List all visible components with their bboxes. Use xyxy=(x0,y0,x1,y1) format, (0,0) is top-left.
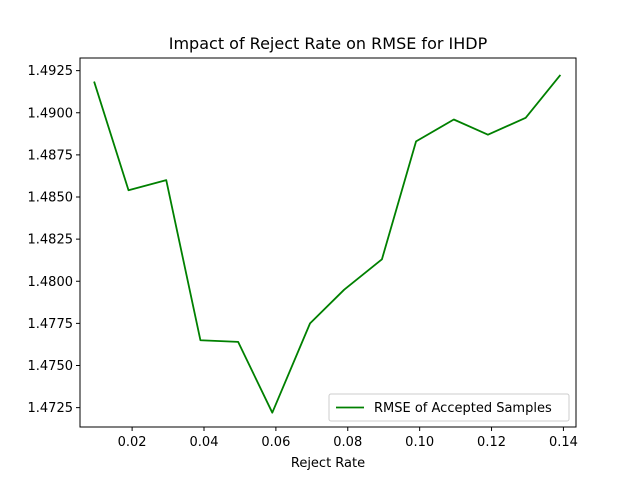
legend-label: RMSE of Accepted Samples xyxy=(374,401,552,416)
y-tick-label: 1.4925 xyxy=(28,64,74,79)
y-tick-label: 1.4725 xyxy=(28,401,74,416)
x-tick-label: 0.12 xyxy=(477,435,506,450)
x-tick-label: 0.02 xyxy=(118,435,147,450)
y-tick-label: 1.4850 xyxy=(28,191,74,206)
y-axis: 1.4725 1.4750 1.4775 1.4800 1.4825 1.4850 1.48… xyxy=(28,64,80,416)
series-line xyxy=(93,74,562,414)
chart-title: Impact of Reject Rate on RMSE for IHDP xyxy=(169,34,488,53)
y-tick-label: 1.4875 xyxy=(28,148,74,163)
y-tick-label: 1.4800 xyxy=(28,275,74,290)
legend: RMSE of Accepted Samples xyxy=(328,393,570,422)
y-tick-label: 1.4825 xyxy=(28,233,74,248)
plot-area xyxy=(93,74,562,414)
axes-frame xyxy=(79,57,577,428)
x-axis: 0.02 0.04 0.06 0.08 0.10 0.12 0.14 xyxy=(118,427,578,450)
x-tick-label: 0.06 xyxy=(261,435,290,450)
x-tick-label: 0.04 xyxy=(190,435,219,450)
x-tick-label: 0.08 xyxy=(333,435,362,450)
x-tick-label: 0.14 xyxy=(549,435,578,450)
x-tick-label: 0.10 xyxy=(405,435,434,450)
y-tick-label: 1.4900 xyxy=(28,106,74,121)
legend-box xyxy=(328,393,570,422)
x-axis-label: Reject Rate xyxy=(291,456,365,471)
y-tick-label: 1.4750 xyxy=(28,359,74,374)
y-tick-label: 1.4775 xyxy=(28,317,74,332)
